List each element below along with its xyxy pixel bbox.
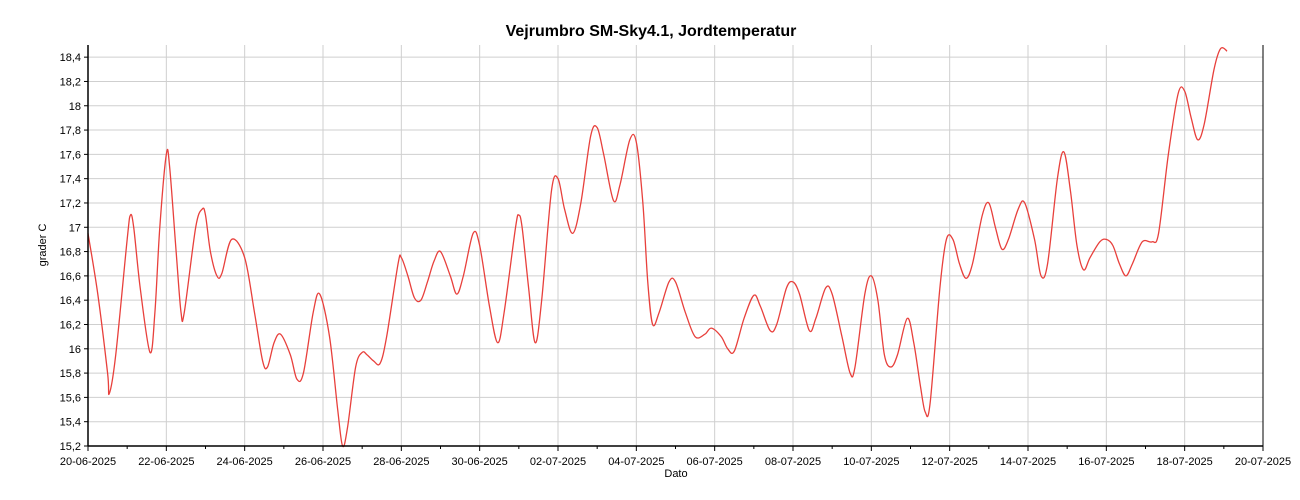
series-line — [87, 47, 1228, 448]
y-tick-label: 17,4 — [60, 174, 81, 186]
y-axis-label: grader C — [37, 224, 49, 267]
x-tick-label: 06-07-2025 — [687, 456, 743, 468]
x-tick-label: 26-06-2025 — [295, 456, 351, 468]
x-tick-label: 30-06-2025 — [452, 456, 508, 468]
y-tick-label: 16,2 — [60, 319, 81, 331]
x-axis-label: Dato — [664, 468, 687, 480]
x-tick-label: 14-07-2025 — [1000, 456, 1056, 468]
y-tick-label: 18,2 — [60, 76, 81, 88]
x-tick-label: 20-07-2025 — [1235, 456, 1291, 468]
x-tick-label: 04-07-2025 — [608, 456, 664, 468]
series-layer — [87, 47, 1228, 448]
y-tick-label: 16,4 — [60, 295, 81, 307]
y-tick-label: 17,2 — [60, 198, 81, 210]
x-tick-label: 10-07-2025 — [843, 456, 899, 468]
y-tick-labels: 15,2 15,4 15,6 15,8 16 16,2 16,4 16,6 16,8 17 17,2… — [60, 52, 81, 453]
x-tick-label: 16-07-2025 — [1078, 456, 1134, 468]
chart-title: Vejrumbro SM-Sky4.1, Jordtemperatur — [506, 23, 797, 40]
y-tick-label: 18 — [69, 101, 81, 113]
x-tick-labels: 20-06-2025 22-06-2025 24-06-2025 26-06-2025… — [60, 456, 1291, 468]
y-tick-label: 16,6 — [60, 271, 81, 283]
y-tick-label: 16,8 — [60, 247, 81, 259]
y-tick-label: 15,6 — [60, 392, 81, 404]
x-tick-label: 08-07-2025 — [765, 456, 821, 468]
x-tick-label: 20-06-2025 — [60, 456, 116, 468]
axes — [84, 45, 1264, 451]
y-tick-label: 17,8 — [60, 125, 81, 137]
y-tick-label: 15,2 — [60, 441, 81, 453]
x-tick-label: 02-07-2025 — [530, 456, 586, 468]
x-tick-label: 12-07-2025 — [922, 456, 978, 468]
y-tick-label: 17 — [69, 222, 81, 234]
y-tick-label: 15,8 — [60, 368, 81, 380]
x-tick-label: 24-06-2025 — [217, 456, 273, 468]
y-tick-label: 16 — [69, 344, 81, 356]
y-tick-label: 15,4 — [60, 417, 81, 429]
grid-lines — [87, 45, 1264, 447]
x-tick-label: 18-07-2025 — [1157, 456, 1213, 468]
x-tick-label: 22-06-2025 — [138, 456, 194, 468]
x-tick-label: 28-06-2025 — [373, 456, 429, 468]
y-tick-label: 18,4 — [60, 52, 81, 64]
y-tick-label: 17,6 — [60, 149, 81, 161]
